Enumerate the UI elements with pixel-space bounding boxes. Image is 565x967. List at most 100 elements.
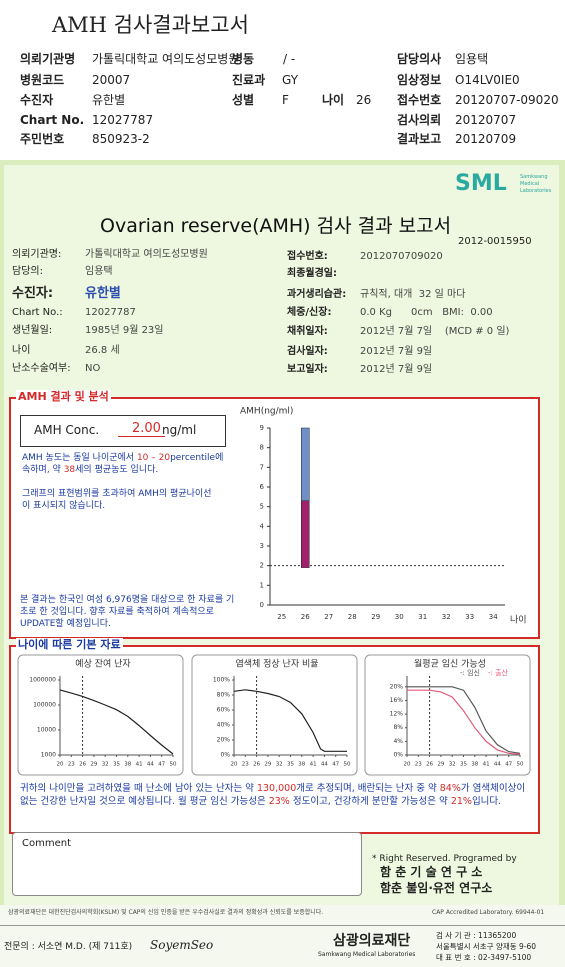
info-value: 2012070709020 bbox=[360, 251, 443, 262]
y-tick-label: 0% bbox=[393, 752, 403, 759]
chart-frame bbox=[364, 654, 531, 776]
section-title: AMH 결과 및 분석 bbox=[16, 390, 111, 404]
info-label: 나이 bbox=[12, 345, 31, 356]
axis-label: AMH(ng/ml) bbox=[240, 407, 293, 417]
y-tick-label: 8 bbox=[260, 444, 264, 452]
field-label: 나이 bbox=[322, 93, 345, 107]
axis-label: 나이 bbox=[510, 615, 527, 626]
x-tick-label: 23 bbox=[242, 762, 249, 768]
field-label: 병동 bbox=[232, 52, 255, 66]
x-tick-label: 20 bbox=[404, 762, 411, 768]
y-tick-label: 4 bbox=[260, 522, 265, 530]
x-tick-label: 32 bbox=[102, 762, 109, 768]
field-value: 850923-2 bbox=[92, 132, 150, 146]
info-label: 생년월일: bbox=[12, 325, 53, 336]
x-tick-label: 35 bbox=[113, 762, 120, 768]
field-label: 검사의뢰 bbox=[397, 113, 442, 127]
y-tick-label: 7 bbox=[260, 463, 264, 471]
field-label: 성별 bbox=[232, 93, 255, 107]
y-tick-label: 20% bbox=[390, 683, 404, 690]
x-tick-label: 23 bbox=[415, 762, 422, 768]
x-tick-label: 44 bbox=[321, 762, 328, 768]
comment-label: Comment bbox=[22, 838, 71, 849]
conc-label: AMH Conc. bbox=[34, 423, 100, 437]
info-value: 가톨릭대학교 여의도성모병원 bbox=[85, 249, 208, 260]
info-label: 보고일자: bbox=[287, 364, 328, 375]
x-tick-label: 50 bbox=[517, 762, 524, 768]
footer-band bbox=[0, 905, 565, 967]
section-title: 나이에 따른 기본 자료 bbox=[16, 638, 123, 652]
x-tick-label: 31 bbox=[418, 613, 427, 621]
y-tick-label: 3 bbox=[260, 542, 264, 550]
range-bar bbox=[301, 500, 310, 568]
percentile-text: AMH 농도는 동일 나이군에서 10 – 20percentile에 속하며,… bbox=[22, 452, 227, 476]
info-value: 26.8 세 bbox=[85, 345, 120, 356]
field-label: 접수번호 bbox=[397, 93, 442, 107]
text-part: 귀하의 나이만을 고려하였을 때 난소에 남아 있는 난자는 약 bbox=[20, 783, 257, 794]
field-value: 20120709 bbox=[455, 132, 517, 146]
x-tick-label: 41 bbox=[483, 762, 490, 768]
y-tick-label: 6 bbox=[260, 483, 265, 491]
x-tick-label: 26 bbox=[79, 762, 86, 768]
x-tick-label: 29 bbox=[437, 762, 444, 768]
field-value: GY bbox=[282, 73, 299, 87]
chart-frame bbox=[17, 654, 184, 776]
info-label: 검사일자: bbox=[287, 346, 328, 357]
foundation: 삼광의료재단 bbox=[333, 933, 411, 949]
text-part: 10 – 20 bbox=[136, 453, 171, 463]
report-title: Ovarian reserve(AMH) 검사 결과 보고서 bbox=[100, 215, 452, 237]
chart-title: 예상 잔여 난자 bbox=[75, 658, 131, 670]
x-tick-label: 35 bbox=[287, 762, 294, 768]
conc-value: 2.00 bbox=[118, 422, 165, 437]
info-value: 1985년 9월 23일 bbox=[85, 325, 164, 336]
info-value: NO bbox=[85, 363, 101, 374]
x-tick-label: 33 bbox=[465, 613, 474, 621]
info-label: 수진자: bbox=[12, 286, 54, 301]
info-value: 0.0 Kg 0cm BMI: 0.00 bbox=[360, 307, 493, 318]
info-label: Chart No.: bbox=[12, 307, 63, 318]
field-value: O14LV0IE0 bbox=[455, 73, 520, 87]
field-label: 진료과 bbox=[232, 73, 266, 87]
x-tick-label: 38 bbox=[124, 762, 131, 768]
report-no: 2012-0015950 bbox=[458, 236, 532, 247]
y-tick-label: 5 bbox=[260, 503, 264, 511]
x-tick-label: 30 bbox=[395, 613, 404, 621]
y-tick-label: 0 bbox=[260, 601, 264, 609]
field-value: 26 bbox=[356, 93, 372, 107]
x-tick-label: 20 bbox=[231, 762, 238, 768]
field-label: 의뢰기관명 bbox=[20, 52, 76, 66]
y-tick-label: 12% bbox=[390, 711, 404, 718]
y-tick-label: 4% bbox=[393, 738, 403, 745]
x-tick-label: 44 bbox=[494, 762, 501, 768]
signature: SoyemSeo bbox=[150, 938, 214, 952]
x-tick-label: 47 bbox=[158, 762, 165, 768]
x-tick-label: 41 bbox=[310, 762, 317, 768]
x-tick-label: 26 bbox=[253, 762, 260, 768]
y-tick-label: 0% bbox=[220, 752, 230, 759]
info-value: 규칙적, 대개 32 일 마다 bbox=[360, 289, 466, 300]
text-part: 38 bbox=[63, 465, 76, 475]
x-tick-label: 29 bbox=[90, 762, 97, 768]
x-tick-label: 47 bbox=[505, 762, 512, 768]
text-part: percentile에 속하며, 약 bbox=[22, 453, 224, 475]
conc-unit: ng/ml bbox=[162, 423, 197, 437]
y-tick-label: 60% bbox=[217, 707, 231, 714]
x-tick-label: 50 bbox=[344, 762, 351, 768]
field-label: 수진자 bbox=[20, 93, 54, 107]
y-tick-label: 40% bbox=[217, 722, 231, 729]
y-tick-label: 1 bbox=[260, 581, 264, 589]
chart-title: 염색체 정상 난자 비율 bbox=[235, 659, 318, 670]
y-tick-label: 100% bbox=[213, 677, 230, 684]
info-value: 2012년 7월 9일 bbox=[360, 364, 433, 375]
info-label: 난소수술여부: bbox=[12, 363, 71, 374]
info-value: 임용택 bbox=[85, 266, 113, 277]
logo-sub: Samkwang Medical Laboratories bbox=[520, 174, 552, 194]
text-part: 개로 추정되며, 배란되는 난자 중 약 bbox=[296, 783, 440, 794]
foundation-en: Samkwang Medical Laboratories bbox=[318, 951, 416, 958]
contact: 대 표 번 호 : 02-3497-5100 bbox=[436, 953, 532, 962]
note: 본 결과는 한국인 여성 6,976명을 대상으로 한 자료를 기초로 한 것입… bbox=[20, 595, 235, 629]
info-value: 2012년 7월 9일 bbox=[360, 346, 433, 357]
x-tick-label: 32 bbox=[276, 762, 283, 768]
